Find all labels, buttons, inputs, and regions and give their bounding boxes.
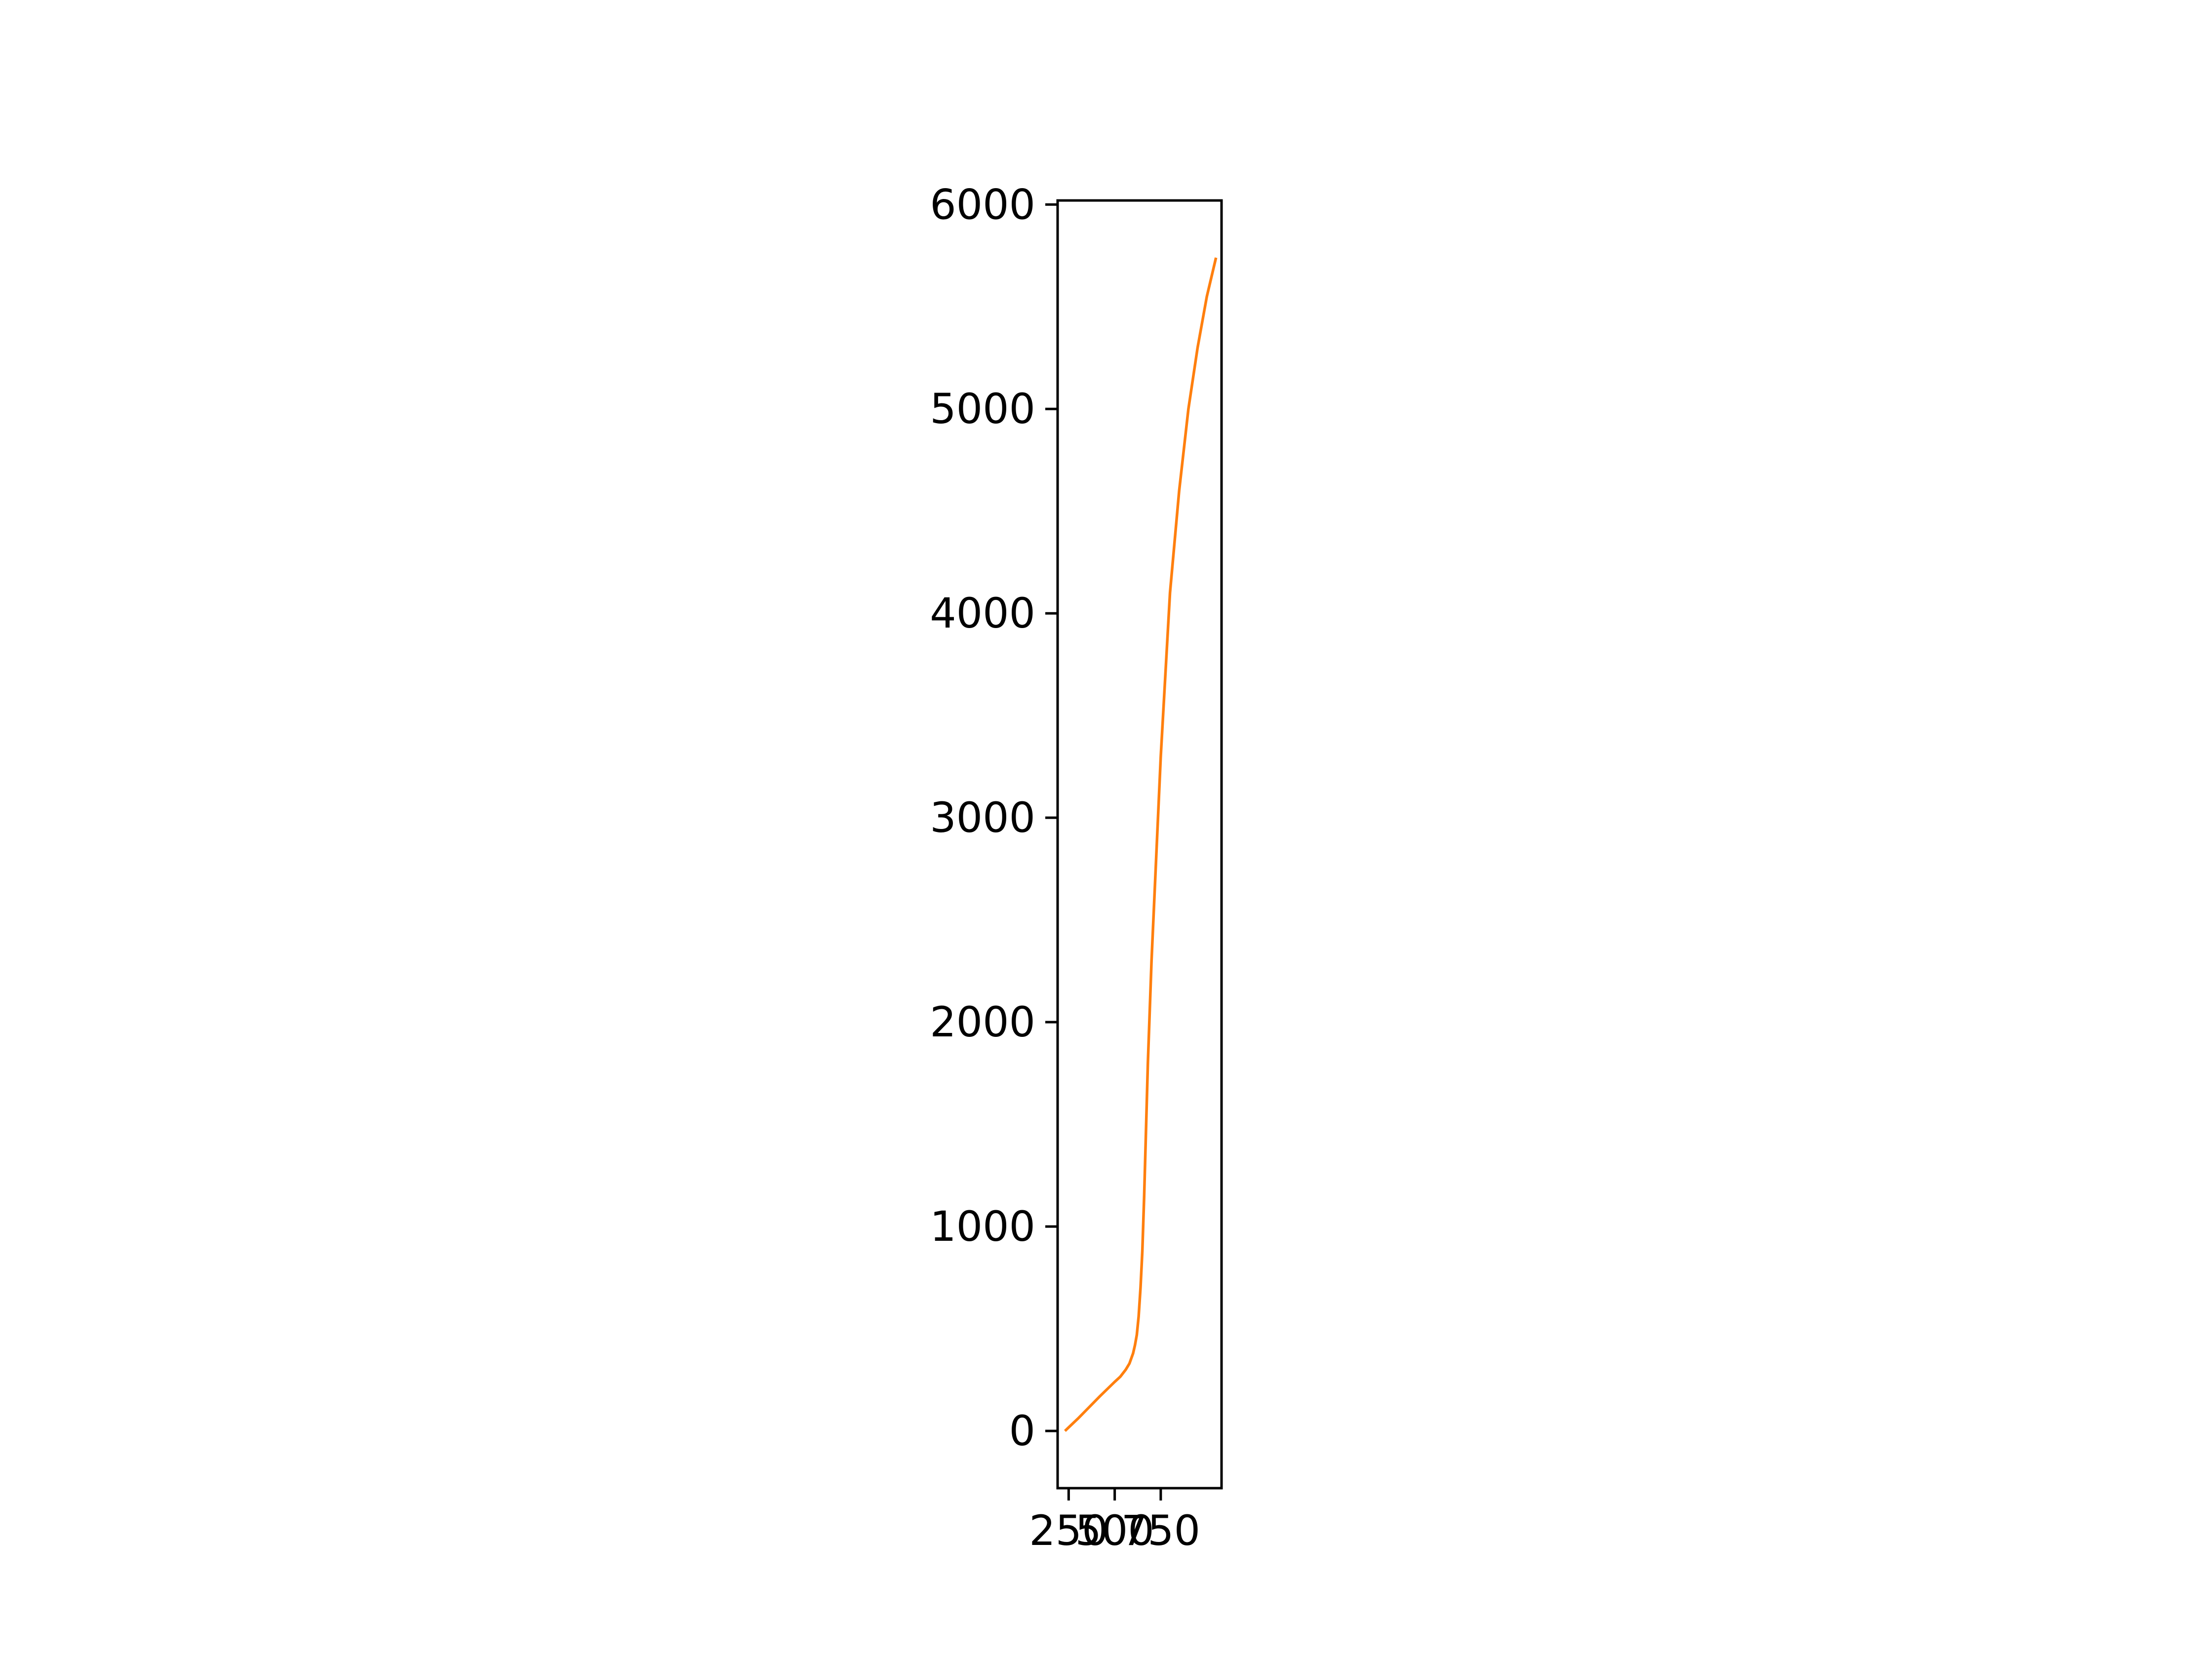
plot-background [1058, 200, 1222, 1488]
plot-frame [1056, 199, 1223, 1490]
y-tick-label: 4000 [930, 589, 1035, 637]
series-layer [1064, 257, 1218, 1432]
y-tick-label: 3000 [930, 793, 1035, 842]
x-tick-label: 750 [1121, 1506, 1200, 1555]
y-tick-label: 2000 [930, 998, 1035, 1046]
y-tick-label: 5000 [930, 385, 1035, 433]
series-line-0 [1064, 257, 1218, 1432]
x-tick-label: 500 [1075, 1506, 1154, 1555]
y-tick-label: 1000 [930, 1202, 1035, 1251]
y-tick-label: 0 [1009, 1407, 1035, 1455]
y-axis-ticks: 0 1000 2000 3000 4000 5000 6000 [930, 180, 1058, 1455]
y-tick-label: 6000 [930, 180, 1035, 229]
x-tick-label: 250 [1029, 1506, 1108, 1555]
